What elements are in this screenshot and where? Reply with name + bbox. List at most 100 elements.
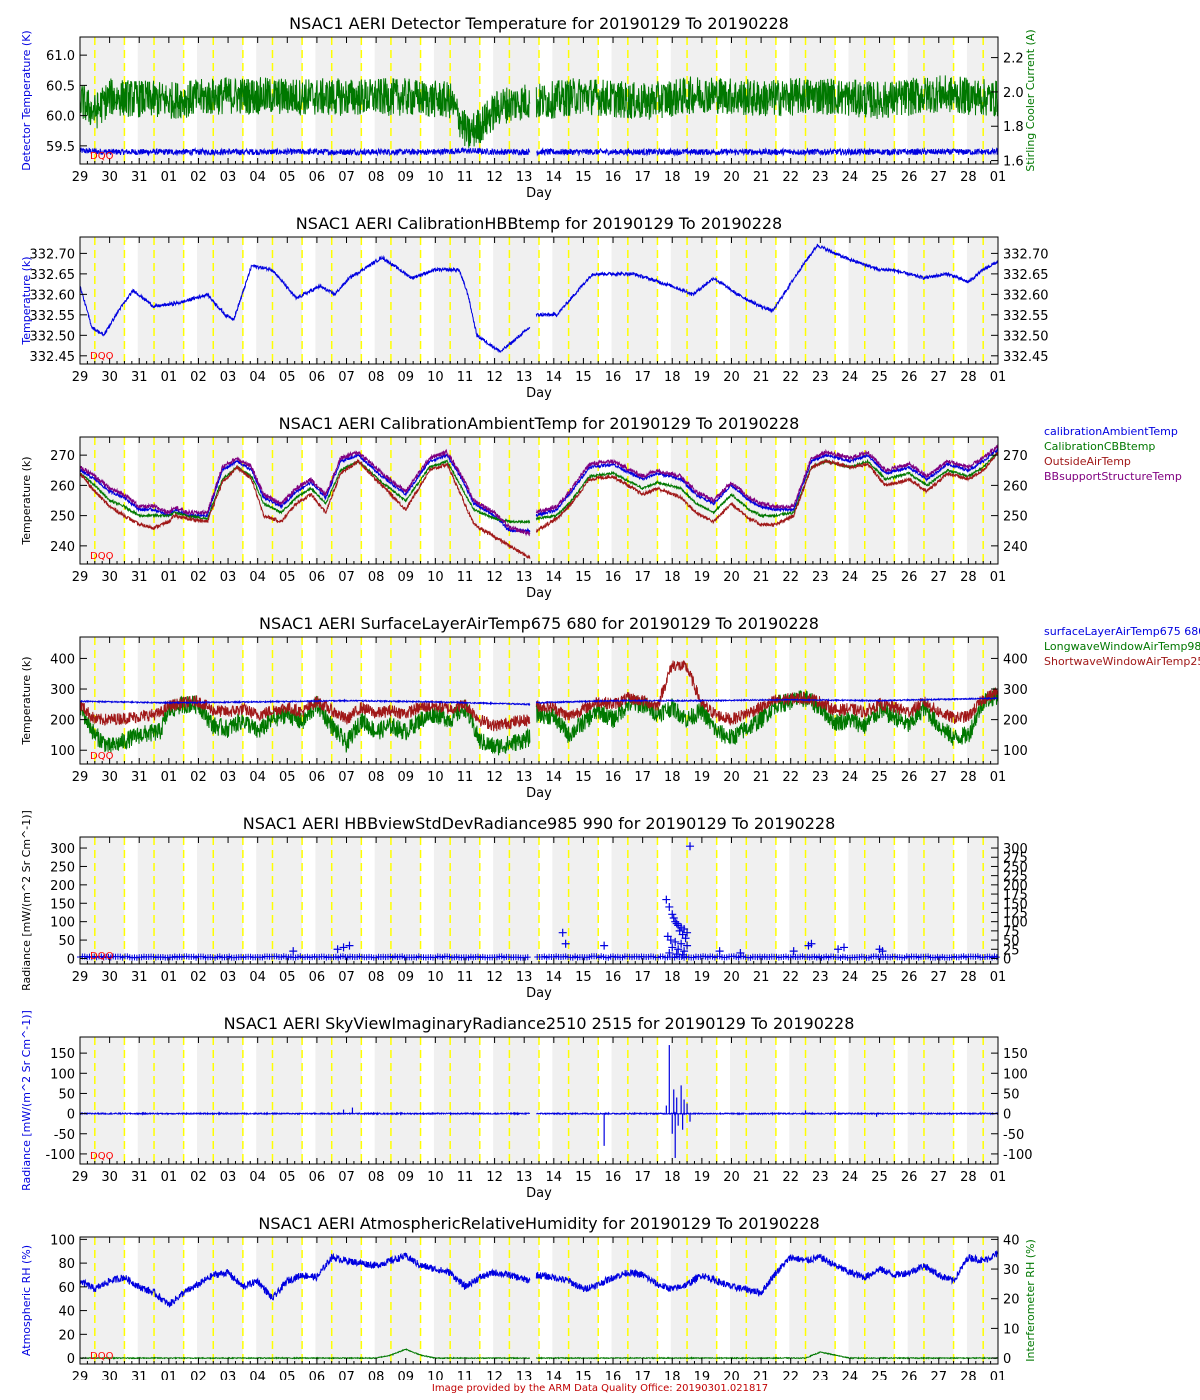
y-tick-label: 300: [50, 683, 75, 698]
y-tick-label: 240: [50, 540, 75, 555]
series-surfacelayerairtemp675-680: [79, 696, 999, 707]
x-tick-label: 30: [101, 570, 118, 585]
x-tick-label: 20: [723, 770, 740, 785]
x-tick-label: 16: [605, 170, 622, 185]
x-tick-label: 11: [457, 1370, 474, 1380]
day-band: [775, 1237, 790, 1364]
y-tick-label-right: 50: [1003, 934, 1020, 949]
day-band: [716, 837, 731, 964]
day-band: [657, 37, 671, 164]
y-tick-label-right: -100: [1003, 1148, 1033, 1163]
scatter-point: [834, 945, 843, 954]
x-tick-label: 02: [190, 170, 207, 185]
x-tick-label: 30: [101, 1170, 118, 1185]
legend-entry: LongwaveWindowAirTemp985 990: [1044, 640, 1200, 653]
x-tick-label: 01: [990, 570, 1007, 585]
x-tick-label: 13: [516, 1370, 533, 1380]
x-tick-label: 25: [871, 170, 888, 185]
x-tick-label: 29: [72, 1370, 89, 1380]
x-tick-label: 13: [516, 1170, 533, 1185]
x-tick-label: 31: [131, 170, 148, 185]
x-tick-label: 06: [309, 1170, 326, 1185]
x-tick-label: 28: [960, 570, 977, 585]
scatter-point: [715, 947, 724, 956]
x-tick-label: 17: [634, 1370, 651, 1380]
y-tick-label-right: 260: [1003, 479, 1028, 494]
x-tick-label: 19: [694, 770, 711, 785]
series-longwavewindowairtemp985-990: [79, 687, 999, 756]
series-line: [79, 1250, 999, 1308]
y-tick-label-right: 300: [1003, 842, 1028, 857]
panel-7: NSAC1 AERI AtmosphericRelativeHumidity f…: [20, 1214, 1037, 1400]
x-tick-label: 07: [338, 370, 355, 385]
scatter-point: [333, 945, 342, 954]
x-tick-label: 11: [457, 570, 474, 585]
x-tick-label: 23: [812, 770, 829, 785]
x-tick-label: 06: [309, 570, 326, 585]
y-axis-label-right: Stirling Cooler Current (A): [1024, 29, 1037, 171]
y-tick-label: 332.45: [30, 350, 76, 365]
scatter-point: [683, 928, 692, 937]
y-tick-label-right: 10: [1003, 1322, 1020, 1337]
y-tick-label: 0: [67, 1108, 75, 1123]
x-tick-label: 20: [723, 970, 740, 985]
y-tick-label: 200: [50, 879, 75, 894]
dqo-label: DQO: [90, 151, 114, 162]
chart-title: NSAC1 AERI Detector Temperature for 2019…: [289, 14, 789, 33]
day-band: [598, 1237, 612, 1364]
x-tick-label: 03: [220, 170, 237, 185]
x-tick-label: 20: [723, 570, 740, 585]
x-tick-label: 14: [546, 170, 563, 185]
day-band: [361, 237, 375, 364]
day-band: [894, 837, 908, 964]
panel-1: NSAC1 AERI Detector Temperature for 2019…: [20, 14, 1037, 201]
day-band: [894, 437, 908, 564]
day-band: [124, 37, 138, 164]
day-band: [479, 637, 494, 764]
y-tick-label: 332.50: [30, 329, 76, 344]
x-tick-label: 31: [131, 570, 148, 585]
y-tick-label: 100: [50, 1067, 75, 1082]
y-axis-label: Radiance [mW/(m^2 Sr Cm^-1)]: [20, 810, 33, 991]
scatter-point: [840, 943, 849, 952]
x-tick-label: 02: [190, 970, 207, 985]
x-tick-label: 30: [101, 370, 118, 385]
x-tick-label: 15: [575, 570, 592, 585]
x-tick-label: 30: [101, 970, 118, 985]
y-tick-label-right: 50: [1003, 1087, 1020, 1102]
series-line: [79, 243, 999, 353]
y-axis-label: Detector Temperature (K): [20, 30, 33, 170]
y-tick-label-right: 332.50: [1003, 329, 1049, 344]
day-band: [775, 837, 790, 964]
x-tick-label: 27: [931, 770, 948, 785]
x-tick-label: 12: [486, 1170, 503, 1185]
y-tick-label-right: 275: [1003, 851, 1028, 866]
scatter-point: [665, 948, 674, 957]
day-band: [302, 1037, 316, 1164]
x-tick-label: 25: [871, 970, 888, 985]
y-tick-label: 200: [50, 714, 75, 729]
y-tick-label-right: 175: [1003, 888, 1028, 903]
x-tick-label: 06: [309, 970, 326, 985]
x-tick-label: 02: [190, 570, 207, 585]
x-tick-label: 18: [664, 370, 681, 385]
chart-title: NSAC1 AERI SkyViewImaginaryRadiance2510 …: [224, 1014, 855, 1033]
series-calibrationcbbtemp: [79, 452, 998, 525]
x-tick-label: 28: [960, 170, 977, 185]
x-tick-label: 14: [546, 1370, 563, 1380]
x-tick-label: 21: [753, 570, 770, 585]
x-tick-label: 17: [634, 570, 651, 585]
x-tick-label: 18: [664, 770, 681, 785]
series-stirling-cooler-current: [79, 75, 999, 148]
x-tick-label: 21: [753, 770, 770, 785]
x-tick-label: 05: [279, 1170, 296, 1185]
x-tick-label: 27: [931, 970, 948, 985]
x-tick-label: 27: [931, 370, 948, 385]
series-skyviewimaginaryradiance2510-2515: [79, 1045, 999, 1158]
scatter-point: [681, 934, 690, 943]
day-band: [302, 837, 316, 964]
x-tick-label: 19: [694, 1370, 711, 1380]
day-band: [598, 237, 612, 364]
x-tick-label: 20: [723, 370, 740, 385]
day-band: [894, 237, 908, 364]
